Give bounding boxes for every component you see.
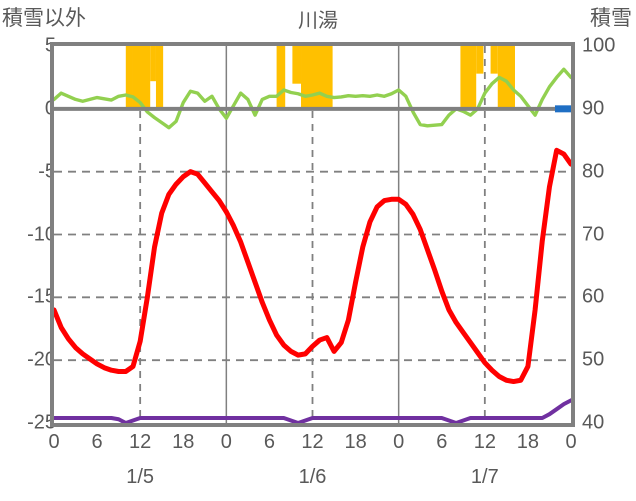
- x-axis-hour-tick: 0: [48, 431, 60, 453]
- x-axis-day-label: 1/6: [298, 466, 327, 488]
- left-axis-tick: -25: [27, 411, 56, 434]
- right-axis-tick: 80: [582, 160, 605, 183]
- x-axis-hour-tick: 12: [301, 431, 324, 453]
- x-axis-hour-tick: 0: [565, 431, 577, 453]
- x-axis-day-label: 1/7: [470, 466, 499, 488]
- temperature-path: [54, 147, 571, 385]
- plot-area: [50, 42, 575, 427]
- snow-depth-line: [54, 398, 571, 423]
- left-axis-tick: -20: [27, 348, 56, 371]
- x-axis-hour-tick: 12: [473, 431, 496, 453]
- left-axis-tick: -15: [27, 285, 56, 308]
- chart-title: 川湯: [298, 10, 338, 32]
- x-axis-hour-tick: 18: [172, 431, 195, 453]
- temperature-line: [54, 147, 571, 385]
- snow-bar: [155, 46, 164, 109]
- x-axis-hour-tick: 0: [220, 431, 232, 453]
- snow-bar: [497, 46, 515, 109]
- x-axis-hour-tick: 6: [263, 431, 275, 453]
- snow-bar: [132, 46, 151, 109]
- snow-bar: [476, 46, 484, 74]
- x-axis-hour-tick: 12: [129, 431, 152, 453]
- right-axis-tick: 50: [582, 348, 605, 371]
- chart-svg: [54, 46, 571, 423]
- snow-bar: [292, 46, 302, 84]
- right-axis-tick: 100: [582, 34, 616, 57]
- x-axis-hour-tick: 6: [91, 431, 103, 453]
- snow-depth-path: [54, 398, 571, 423]
- snow-bar: [125, 46, 133, 109]
- humidity-path: [54, 67, 571, 130]
- x-axis-hour-tick: 18: [516, 431, 540, 453]
- snow-bar: [460, 46, 477, 109]
- humidity-line: [54, 67, 571, 130]
- snow-bar: [490, 46, 498, 74]
- right-axis-tick: 90: [582, 97, 605, 120]
- x-axis-hour-tick: 6: [436, 431, 448, 453]
- snow-bars: [125, 46, 515, 109]
- right-axis-tick: 60: [582, 285, 605, 308]
- snow-bar: [301, 46, 333, 109]
- right-axis-unit-label: 積雪: [590, 7, 632, 30]
- left-axis-tick: -10: [27, 223, 56, 245]
- blue-marker: [554, 105, 571, 113]
- x-axis-hour-tick: 18: [344, 431, 367, 453]
- x-axis-day-label: 1/5: [126, 466, 155, 488]
- plot-inner: [54, 46, 571, 423]
- left-axis-unit-label: 積雪以外: [2, 7, 86, 30]
- blue-marker-bar: [554, 105, 571, 113]
- right-axis-tick: 40: [582, 411, 605, 434]
- x-axis-hour-tick: 0: [393, 431, 405, 453]
- right-axis-tick: 70: [582, 223, 605, 245]
- snow-bar: [276, 46, 286, 109]
- snow-bar: [150, 46, 156, 82]
